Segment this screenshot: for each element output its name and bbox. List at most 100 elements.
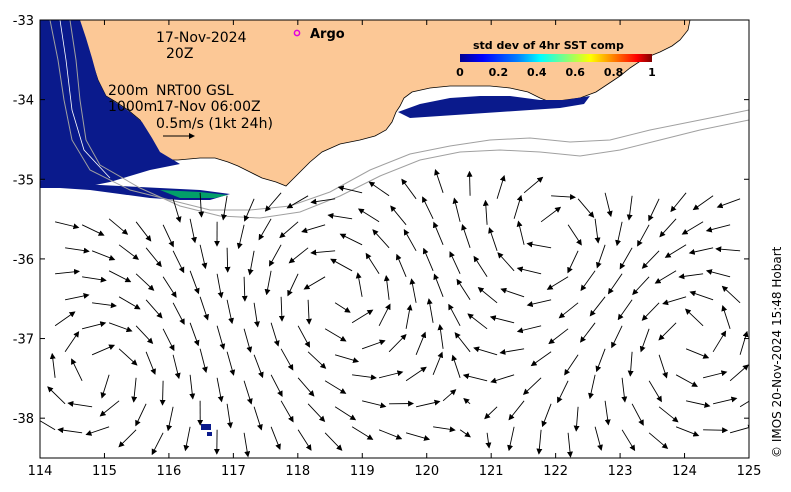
current-arrow: [334, 354, 360, 364]
current-arrow: [615, 221, 623, 247]
current-arrow: [621, 429, 636, 452]
current-arrow: [378, 370, 404, 379]
current-arrow: [253, 302, 260, 328]
current-arrow: [135, 273, 155, 291]
current-arrow: [92, 302, 117, 309]
current-arrow: [604, 400, 611, 426]
current-arrow: [641, 302, 660, 321]
current-arrow: [541, 403, 552, 428]
current-arrow: [415, 331, 427, 355]
x-tick-label: 114: [28, 464, 53, 479]
current-arrow: [662, 296, 687, 306]
x-tick-label: 116: [156, 464, 181, 479]
colorbar-ramp: [460, 54, 652, 62]
current-arrow: [604, 192, 613, 218]
current-arrow: [172, 354, 181, 380]
current-arrow: [334, 302, 351, 313]
current-arrow: [327, 212, 353, 220]
current-arrow: [526, 299, 552, 307]
isobath-200-label: 200m: [108, 83, 148, 99]
current-arrow: [442, 389, 457, 402]
x-tick-label: 120: [414, 464, 439, 479]
current-arrow: [648, 380, 662, 403]
current-arrow: [459, 429, 471, 438]
isobath-300m: [59, 20, 111, 179]
current-arrow: [500, 287, 525, 298]
current-arrow: [199, 348, 208, 373]
current-arrow: [135, 403, 147, 427]
sst-speck: [207, 432, 212, 436]
current-arrow: [183, 426, 191, 452]
current-arrow: [162, 328, 175, 352]
x-tick-label: 121: [479, 464, 504, 479]
current-arrow: [352, 374, 377, 381]
colorbar-tick-label: 1: [648, 66, 656, 79]
current-arrow: [280, 400, 294, 423]
current-arrow: [689, 290, 714, 301]
current-arrow: [641, 250, 660, 269]
current-arrow: [189, 218, 197, 244]
current-arrow: [567, 250, 579, 274]
current-arrow: [426, 298, 434, 323]
current-arrow: [159, 380, 166, 406]
current-arrow: [617, 299, 633, 321]
current-arrow: [216, 325, 226, 350]
current-arrow: [564, 354, 579, 376]
time-label: 20Z: [166, 46, 193, 62]
current-arrow: [162, 276, 177, 298]
sst-patch-south: [398, 96, 590, 118]
current-arrow: [637, 224, 650, 247]
current-arrow: [264, 192, 282, 212]
current-arrow: [658, 406, 679, 423]
current-arrow: [108, 218, 129, 235]
current-arrow: [658, 322, 677, 341]
sst-speck: [201, 424, 211, 430]
current-arrow: [467, 313, 488, 330]
current-arrow: [303, 276, 326, 290]
current-arrow: [216, 273, 224, 299]
current-arrow: [729, 424, 749, 434]
current-arrow: [648, 432, 669, 449]
current-arrow: [236, 224, 245, 250]
current-arrow: [253, 406, 263, 431]
current-arrow: [71, 358, 83, 381]
current-arrow: [99, 400, 120, 417]
current-arrow: [558, 302, 579, 319]
current-arrow: [685, 348, 710, 359]
current-arrow: [81, 224, 105, 236]
colorbar-title: std dev of 4hr SST comp: [473, 39, 624, 52]
current-arrow: [172, 302, 185, 325]
current-arrow: [621, 377, 628, 403]
current-arrow: [416, 399, 441, 408]
current-arrow: [473, 346, 498, 356]
current-arrow: [499, 348, 525, 355]
current-arrow: [551, 193, 576, 200]
argo-label: Argo: [310, 27, 345, 42]
current-arrow: [65, 247, 90, 254]
y-tick-label: -35: [13, 173, 34, 188]
current-arrow: [162, 224, 174, 248]
current-arrow: [40, 416, 56, 431]
current-arrow: [496, 174, 506, 199]
current-arrow: [516, 220, 525, 245]
current-arrow: [378, 429, 403, 440]
y-tick-label: -34: [13, 94, 34, 109]
current-arrow: [466, 170, 473, 196]
x-tick-label: 123: [608, 464, 633, 479]
current-arrow: [721, 305, 731, 329]
current-arrow: [351, 309, 374, 324]
current-arrow: [626, 195, 633, 221]
current-arrow: [405, 304, 413, 329]
current-arrow: [54, 221, 80, 230]
current-arrow: [189, 374, 196, 400]
current-arrow: [307, 351, 327, 369]
current-arrow: [595, 348, 606, 373]
current-arrow: [580, 270, 596, 292]
argo-marker: [293, 29, 301, 37]
current-arrow: [422, 247, 434, 271]
isobath-1000-label: 1000m: [108, 99, 157, 115]
current-arrow: [297, 377, 315, 397]
current-arrow: [432, 351, 444, 375]
current-arrow: [361, 400, 387, 409]
x-tick-label: 118: [285, 464, 310, 479]
